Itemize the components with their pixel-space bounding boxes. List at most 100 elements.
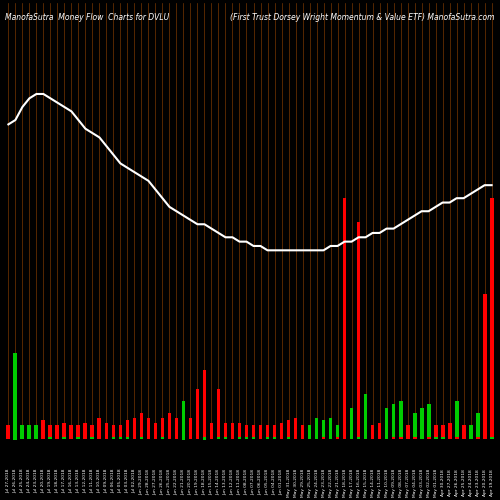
Bar bbox=[210, 422, 214, 437]
Bar bbox=[454, 437, 458, 438]
Bar bbox=[14, 354, 18, 437]
Bar bbox=[76, 425, 80, 437]
Bar bbox=[356, 222, 360, 437]
Bar bbox=[384, 408, 388, 437]
Bar bbox=[118, 425, 122, 437]
Bar bbox=[140, 413, 143, 437]
Bar bbox=[14, 437, 18, 440]
Bar bbox=[224, 437, 228, 439]
Bar bbox=[244, 437, 248, 439]
Bar bbox=[98, 437, 102, 439]
Bar bbox=[454, 401, 458, 437]
Bar bbox=[406, 437, 409, 438]
Bar bbox=[300, 437, 304, 438]
Bar bbox=[98, 418, 102, 437]
Bar bbox=[258, 437, 262, 438]
Bar bbox=[104, 422, 108, 437]
Bar bbox=[34, 437, 38, 439]
Bar bbox=[104, 437, 108, 439]
Bar bbox=[6, 437, 10, 438]
Bar bbox=[308, 437, 312, 439]
Bar bbox=[328, 418, 332, 437]
Bar bbox=[210, 437, 214, 438]
Bar bbox=[112, 437, 116, 438]
Bar bbox=[370, 437, 374, 438]
Bar bbox=[42, 420, 46, 437]
Bar bbox=[182, 401, 186, 437]
Bar bbox=[34, 425, 38, 437]
Bar bbox=[266, 437, 270, 439]
Bar bbox=[280, 422, 283, 437]
Bar bbox=[160, 437, 164, 439]
Bar bbox=[188, 418, 192, 437]
Bar bbox=[476, 437, 480, 438]
Bar bbox=[132, 437, 136, 439]
Text: (First Trust Dorsey Wright Momentum & Value ETF) ManofaSutra.com: (First Trust Dorsey Wright Momentum & Va… bbox=[230, 12, 495, 22]
Bar bbox=[118, 437, 122, 438]
Bar bbox=[322, 437, 326, 438]
Bar bbox=[62, 422, 66, 437]
Bar bbox=[468, 425, 472, 437]
Bar bbox=[252, 425, 256, 437]
Bar bbox=[490, 437, 494, 439]
Bar bbox=[364, 394, 368, 437]
Bar bbox=[196, 390, 200, 437]
Bar bbox=[286, 437, 290, 439]
Bar bbox=[42, 437, 46, 438]
Bar bbox=[286, 420, 290, 437]
Bar bbox=[350, 408, 354, 437]
Bar bbox=[462, 437, 466, 438]
Bar bbox=[448, 437, 452, 438]
Bar bbox=[468, 437, 472, 439]
Bar bbox=[434, 425, 438, 437]
Bar bbox=[322, 420, 326, 437]
Bar bbox=[154, 437, 158, 438]
Bar bbox=[392, 404, 396, 437]
Bar bbox=[202, 437, 206, 440]
Bar bbox=[336, 437, 340, 438]
Bar bbox=[420, 408, 424, 437]
Bar bbox=[336, 425, 340, 437]
Bar bbox=[252, 437, 256, 439]
Bar bbox=[20, 437, 24, 439]
Bar bbox=[132, 418, 136, 437]
Bar bbox=[216, 437, 220, 439]
Bar bbox=[392, 437, 396, 438]
Bar bbox=[90, 425, 94, 437]
Bar bbox=[370, 425, 374, 437]
Bar bbox=[272, 437, 276, 439]
Bar bbox=[90, 437, 94, 438]
Bar bbox=[146, 418, 150, 437]
Bar bbox=[406, 425, 409, 437]
Bar bbox=[174, 437, 178, 438]
Bar bbox=[48, 437, 52, 438]
Bar bbox=[56, 425, 60, 437]
Bar bbox=[216, 390, 220, 437]
Bar bbox=[230, 422, 234, 437]
Bar bbox=[76, 437, 80, 438]
Bar bbox=[244, 425, 248, 437]
Bar bbox=[182, 437, 186, 440]
Bar bbox=[70, 437, 73, 438]
Bar bbox=[300, 425, 304, 437]
Bar bbox=[188, 437, 192, 438]
Bar bbox=[426, 404, 430, 437]
Bar bbox=[174, 418, 178, 437]
Bar bbox=[258, 425, 262, 437]
Bar bbox=[6, 425, 10, 437]
Bar bbox=[20, 425, 24, 437]
Bar bbox=[384, 437, 388, 439]
Bar bbox=[168, 437, 172, 438]
Bar bbox=[272, 425, 276, 437]
Bar bbox=[412, 437, 416, 438]
Bar bbox=[112, 425, 116, 437]
Bar bbox=[434, 437, 438, 439]
Bar bbox=[342, 437, 346, 438]
Bar bbox=[28, 425, 32, 437]
Bar bbox=[70, 425, 73, 437]
Bar bbox=[364, 437, 368, 439]
Bar bbox=[62, 437, 66, 439]
Bar bbox=[420, 437, 424, 439]
Bar bbox=[378, 422, 382, 437]
Bar bbox=[440, 425, 444, 437]
